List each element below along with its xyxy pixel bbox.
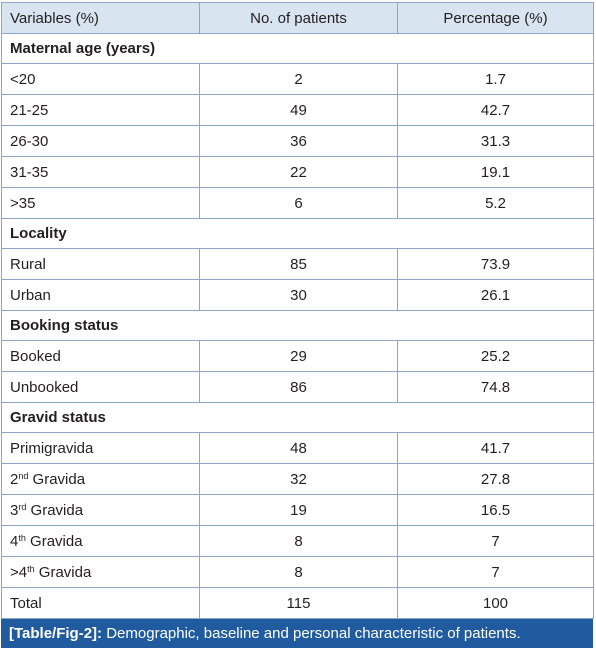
row-percentage: 41.7 [397, 432, 594, 464]
row-label: Rural [1, 248, 200, 280]
table-row: <20 2 1.7 [1, 63, 594, 95]
table-row: 2nd Gravida 32 27.8 [1, 463, 594, 495]
label-ordinal-suffix: nd [18, 470, 29, 481]
table-row: Booked 29 25.2 [1, 340, 594, 372]
row-percentage: 5.2 [397, 187, 594, 219]
row-patients: 6 [199, 187, 398, 219]
row-percentage: 16.5 [397, 494, 594, 526]
label-text: Gravida [34, 563, 92, 581]
row-patients: 85 [199, 248, 398, 280]
table-figure: Variables (%) No. of patients Percentage… [1, 2, 594, 648]
row-label: 3rd Gravida [1, 494, 200, 526]
table-row: 4th Gravida 8 7 [1, 525, 594, 557]
table-row: >4th Gravida 8 7 [1, 556, 594, 588]
row-percentage: 27.8 [397, 463, 594, 495]
section-row-gravid-status: Gravid status [1, 402, 594, 433]
section-title: Gravid status [1, 402, 594, 433]
row-patients: 48 [199, 432, 398, 464]
label-ordinal-suffix: rd [18, 501, 27, 512]
caption-text: Demographic, baseline and personal chara… [102, 625, 521, 642]
row-patients: 86 [199, 371, 398, 403]
row-percentage: 73.9 [397, 248, 594, 280]
table-row: Primigravida 48 41.7 [1, 432, 594, 464]
header-variables: Variables (%) [1, 2, 200, 34]
section-row-locality: Locality [1, 218, 594, 249]
table-row: Rural 85 73.9 [1, 248, 594, 280]
table-row: 21-25 49 42.7 [1, 94, 594, 126]
row-patients: 30 [199, 279, 398, 311]
row-percentage: 1.7 [397, 63, 594, 95]
header-percentage: Percentage (%) [397, 2, 594, 34]
total-patients: 115 [199, 587, 398, 619]
section-row-maternal-age: Maternal age (years) [1, 33, 594, 64]
caption-tag: [Table/Fig-2]: [9, 625, 103, 642]
row-label: 26-30 [1, 125, 200, 157]
row-patients: 2 [199, 63, 398, 95]
table-row: 3rd Gravida 19 16.5 [1, 494, 594, 526]
row-percentage: 25.2 [397, 340, 594, 372]
header-patients: No. of patients [199, 2, 398, 34]
section-row-booking-status: Booking status [1, 310, 594, 341]
row-patients: 29 [199, 340, 398, 372]
row-label: 2nd Gravida [1, 463, 200, 495]
row-label: Primigravida [1, 432, 200, 464]
label-number: 3 [10, 501, 19, 519]
row-label: 21-25 [1, 94, 200, 126]
row-label: >4th Gravida [1, 556, 200, 588]
row-label: 4th Gravida [1, 525, 200, 557]
table-row: Unbooked 86 74.8 [1, 371, 594, 403]
row-label: Unbooked [1, 371, 200, 403]
label-ordinal-suffix: th [18, 532, 26, 543]
row-label: Booked [1, 340, 200, 372]
row-percentage: 7 [397, 525, 594, 557]
row-percentage: 31.3 [397, 125, 594, 157]
row-label: >35 [1, 187, 200, 219]
section-title: Booking status [1, 310, 594, 341]
label-text: Gravida [28, 470, 86, 488]
row-patients: 36 [199, 125, 398, 157]
label-number: 4 [10, 532, 19, 550]
row-patients: 22 [199, 156, 398, 188]
table-row: 31-35 22 19.1 [1, 156, 594, 188]
header-row: Variables (%) No. of patients Percentage… [1, 2, 594, 34]
total-percentage: 100 [397, 587, 594, 619]
row-patients: 19 [199, 494, 398, 526]
row-patients: 8 [199, 525, 398, 557]
label-ordinal-suffix: th [27, 563, 35, 574]
table-row: >35 6 5.2 [1, 187, 594, 219]
label-number: 2 [10, 470, 19, 488]
section-title: Locality [1, 218, 594, 249]
row-patients: 49 [199, 94, 398, 126]
figure-caption: [Table/Fig-2]: Demographic, baseline and… [1, 619, 593, 648]
row-label: <20 [1, 63, 200, 95]
table-row: 26-30 36 31.3 [1, 125, 594, 157]
section-title: Maternal age (years) [1, 33, 594, 64]
row-percentage: 26.1 [397, 279, 594, 311]
row-percentage: 19.1 [397, 156, 594, 188]
row-percentage: 74.8 [397, 371, 594, 403]
label-text: Gravida [25, 532, 83, 550]
label-text: Gravida [26, 501, 84, 519]
row-label: Urban [1, 279, 200, 311]
table-row: Urban 30 26.1 [1, 279, 594, 311]
total-row: Total 115 100 [1, 587, 594, 619]
row-label: 31-35 [1, 156, 200, 188]
row-patients: 32 [199, 463, 398, 495]
total-label: Total [1, 587, 200, 619]
row-percentage: 7 [397, 556, 594, 588]
patient-characteristics-table: Variables (%) No. of patients Percentage… [1, 2, 594, 619]
row-patients: 8 [199, 556, 398, 588]
label-number: >4 [10, 563, 28, 581]
row-percentage: 42.7 [397, 94, 594, 126]
